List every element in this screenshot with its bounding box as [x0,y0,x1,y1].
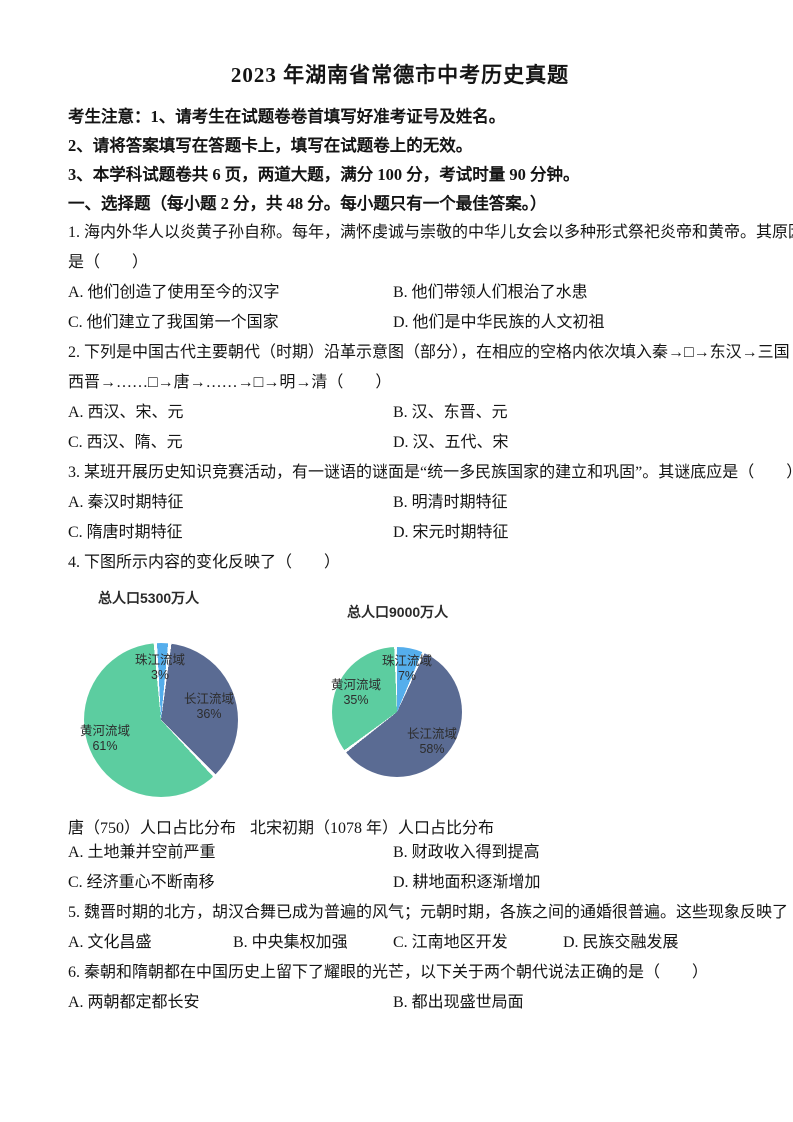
question-6-options-row-1: A. 两朝都定都长安 B. 都出现盛世局面 [68,988,732,1018]
option-b: B. 中央集权加强 [233,934,348,951]
section-header: 一、选择题（每小题 2 分，共 48 分。每小题只有一个最佳答案。） [68,194,547,213]
question-1-options-row-2: C. 他们建立了我国第一个国家 D. 他们是中华民族的人文初祖 [68,308,732,338]
option-d: D. 汉、五代、宋 [393,434,509,451]
population-pie-charts-figure: 总人口5300万人 总人口9000万人 珠江流域 3% 长江流域 36% 黄河流… [68,578,732,838]
pie-chart-song: 珠江流域 7% 黄河流域 35% 长江流域 58% [330,647,462,777]
question-4-options-row-1: A. 土地兼并空前严重 B. 财政收入得到提高 [68,838,732,868]
option-c: C. 西汉、隋、元 [68,434,183,451]
notice-line-2: 2、请将答案填写在答题卡上，填写在试题卷上的无效。 [68,136,473,155]
pie-slice-label-huanghe: 黄河流域 61% [79,724,131,753]
question-2-options-row-2: C. 西汉、隋、元 D. 汉、五代、宋 [68,428,732,458]
pie-slice-label-zhujiang: 珠江流域 7% [381,654,433,683]
question-1-text-cont: 是（ ） [68,254,149,271]
option-b: B. 汉、东晋、元 [393,404,508,421]
option-d: D. 民族交融发展 [563,934,679,951]
option-c: C. 他们建立了我国第一个国家 [68,314,279,331]
question-2-text: 2. 下列是中国古代主要朝代（时期）沿革示意图（部分），在相应的空格内依次填入秦… [68,344,793,361]
option-b: B. 明清时期特征 [393,494,508,511]
option-c: C. 经济重心不断南移 [68,874,215,891]
pie-chart-tang-title: 总人口5300万人 [98,590,200,606]
page-content: 2023 年湖南省常德市中考历史真题 考生注意：1、请考生在试题卷卷首填写好准考… [68,60,793,1018]
question-5-text: 5. 魏晋时期的北方，胡汉合舞已成为普遍的风气；元朝时期，各族之间的通婚很普遍。… [68,904,789,921]
notice-line-1: 考生注意：1、请考生在试题卷卷首填写好准考证号及姓名。 [68,107,506,126]
question-1-options-row-1: A. 他们创造了使用至今的汉字 B. 他们带领人们根治了水患 [68,278,732,308]
pie-chart-song-caption: 北宋初期（1078 年）人口占比分布 [250,820,495,837]
option-d: D. 耕地面积逐渐增加 [393,874,541,891]
option-a: A. 西汉、宋、元 [68,404,184,421]
pie-chart-tang: 珠江流域 3% 长江流域 36% 黄河流域 61% [80,643,238,797]
question-2-options-row-1: A. 西汉、宋、元 B. 汉、东晋、元 [68,398,732,428]
pie-chart-song-title: 总人口9000万人 [347,604,449,620]
option-c: C. 江南地区开发 [393,934,508,951]
option-c: C. 隋唐时期特征 [68,524,183,541]
question-3-text: 3. 某班开展历史知识竞赛活动，有一谜语的谜面是“统一多民族国家的建立和巩固”。… [68,464,793,481]
option-a: A. 两朝都定都长安 [68,994,200,1011]
pie-slice-label-changjiang: 长江流域 58% [406,727,458,756]
option-b: B. 财政收入得到提高 [393,844,540,861]
pie-chart-tang-caption: 唐（750）人口占比分布 [68,820,237,837]
option-a: A. 文化昌盛 [68,934,152,951]
question-3-options-row-2: C. 隋唐时期特征 D. 宋元时期特征 [68,518,732,548]
question-3-options-row-1: A. 秦汉时期特征 B. 明清时期特征 [68,488,732,518]
notice-line-3: 3、本学科试题卷共 6 页，两道大题，满分 100 分，考试时量 90 分钟。 [68,165,580,184]
pie-slice-label-huanghe: 黄河流域 35% [330,678,382,707]
question-4-text: 4. 下图所示内容的变化反映了（ ） [68,554,341,571]
pie-slice-label-zhujiang: 珠江流域 3% [134,653,186,682]
pie-slice-label-changjiang: 长江流域 36% [183,692,235,721]
page-title: 2023 年湖南省常德市中考历史真题 [230,63,570,87]
option-a: A. 他们创造了使用至今的汉字 [68,284,280,301]
question-6-text: 6. 秦朝和隋朝都在中国历史上留下了耀眼的光芒，以下关于两个朝代说法正确的是（ … [68,964,709,981]
option-a: A. 土地兼并空前严重 [68,844,216,861]
question-4-options-row-2: C. 经济重心不断南移 D. 耕地面积逐渐增加 [68,868,732,898]
question-2-text-cont: 西晋→……□→唐→……→□→明→清（ ） [68,374,392,391]
question-5-options-row: A. 文化昌盛 B. 中央集权加强 C. 江南地区开发 D. 民族交融发展 [68,928,732,958]
option-b: B. 他们带领人们根治了水患 [393,284,588,301]
option-d: D. 他们是中华民族的人文初祖 [393,314,605,331]
option-b: B. 都出现盛世局面 [393,994,524,1011]
option-a: A. 秦汉时期特征 [68,494,184,511]
question-1-text: 1. 海内外华人以炎黄子孙自称。每年，满怀虔诚与崇敬的中华儿女会以多种形式祭祀炎… [68,224,793,241]
option-d: D. 宋元时期特征 [393,524,509,541]
